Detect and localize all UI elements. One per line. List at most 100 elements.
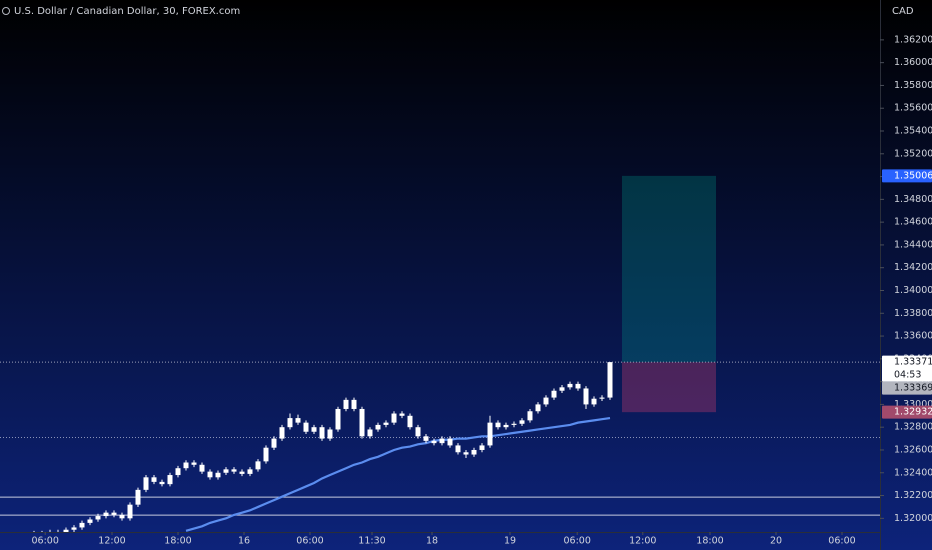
- y-tick-label: 1.32400: [894, 467, 932, 478]
- candle-body: [415, 427, 421, 437]
- x-tick-label: 06:00: [32, 536, 59, 547]
- y-tick-label: 1.33800: [894, 308, 932, 319]
- price-badge-label: 1.33371: [894, 357, 932, 368]
- chart-title: U.S. Dollar / Canadian Dollar, 30, FOREX…: [14, 6, 240, 17]
- x-tick-label: 06:00: [564, 536, 591, 547]
- candle-body: [167, 475, 173, 485]
- plot-area: [0, 175, 880, 532]
- x-tick-label: 18: [426, 536, 438, 547]
- candle-body: [543, 397, 549, 405]
- candle-body: [95, 516, 101, 520]
- x-tick-label: 11:30: [358, 536, 385, 547]
- candle-body: [151, 477, 157, 482]
- candle-body: [295, 418, 301, 423]
- candle-body: [479, 445, 485, 450]
- candle-body: [399, 413, 405, 416]
- candle-body: [271, 438, 277, 448]
- countdown-label: 04:53: [894, 370, 921, 381]
- candle-body: [175, 468, 181, 476]
- candle-body: [191, 462, 197, 465]
- y-tick-label: 1.35600: [894, 103, 932, 114]
- candle-body: [63, 529, 69, 532]
- y-tick-label: 1.35200: [894, 148, 932, 159]
- candle-body: [263, 447, 269, 462]
- currency-label: CAD: [892, 6, 914, 17]
- candle-body: [575, 383, 581, 389]
- candle-body: [383, 422, 389, 425]
- candle-body: [551, 390, 557, 398]
- candle-body: [495, 422, 501, 428]
- y-tick-label: 1.35800: [894, 80, 932, 91]
- moving-average: [185, 416, 611, 532]
- price-badge: [882, 405, 932, 419]
- candle-body: [583, 388, 589, 405]
- x-tick-label: 06:00: [828, 536, 855, 547]
- candle-body: [247, 469, 253, 474]
- y-tick-label: 1.34600: [894, 217, 932, 228]
- candle-body: [159, 481, 165, 485]
- candle-body: [79, 522, 85, 528]
- stop-zone: [622, 362, 716, 413]
- x-tick-label: 12:00: [98, 536, 125, 547]
- candle-body: [279, 427, 285, 439]
- y-tick-label: 1.33600: [894, 331, 932, 342]
- candle-body: [591, 398, 597, 405]
- candle-body: [71, 527, 77, 530]
- price-badge: [882, 169, 932, 183]
- y-tick-label: 1.32600: [894, 444, 932, 455]
- candle-body: [511, 423, 517, 425]
- candle-body: [327, 429, 333, 439]
- candle-body: [215, 472, 221, 478]
- candle-body: [407, 415, 413, 428]
- candle-body: [527, 411, 533, 421]
- x-tick-label: 18:00: [696, 536, 723, 547]
- candle-body: [423, 436, 429, 441]
- candle-body: [367, 429, 373, 437]
- candle-body: [607, 362, 613, 398]
- candle-body: [431, 440, 437, 444]
- price-badge: [882, 381, 932, 395]
- y-tick-label: 1.32000: [894, 513, 932, 524]
- candle-body: [391, 413, 397, 423]
- candle-body: [463, 452, 469, 455]
- candle-body: [447, 438, 453, 446]
- candle-body: [455, 445, 461, 453]
- price-badge-label: 1.32932: [894, 407, 932, 418]
- candle-body: [319, 427, 325, 439]
- candle-body: [143, 477, 149, 490]
- y-tick-label: 1.32800: [894, 422, 932, 433]
- candle-body: [503, 424, 509, 428]
- candle-body: [519, 420, 525, 424]
- x-tick-label: 19: [504, 536, 516, 547]
- candle-body: [103, 512, 109, 517]
- candle-body: [255, 461, 261, 470]
- candle-body: [207, 471, 213, 478]
- candle-body: [127, 504, 133, 519]
- y-tick-label: 1.32200: [894, 490, 932, 501]
- candle-body: [343, 399, 349, 409]
- y-tick-label: 1.33000: [894, 399, 932, 410]
- y-tick-label: 1.34800: [894, 194, 932, 205]
- candle-body: [375, 424, 381, 430]
- candle-body: [359, 408, 365, 437]
- x-tick-label: 06:00: [296, 536, 323, 547]
- candle-body: [335, 408, 341, 430]
- candle-body: [567, 383, 573, 388]
- candle-body: [199, 464, 205, 472]
- candle-body: [111, 512, 117, 515]
- candle-body: [135, 489, 141, 505]
- candle-body: [559, 387, 565, 391]
- candle-body: [487, 422, 493, 446]
- candle-body: [535, 404, 541, 412]
- target-zone: [622, 175, 716, 363]
- x-tick-label: 18:00: [164, 536, 191, 547]
- candle-body: [599, 397, 605, 399]
- price-badge: [882, 355, 932, 382]
- candle-body: [311, 427, 317, 432]
- candle-body: [119, 514, 125, 519]
- price-badge-label: 1.33369: [894, 383, 932, 394]
- price-badge-label: 1.35006: [894, 170, 932, 181]
- y-tick-label: 1.36200: [894, 34, 932, 45]
